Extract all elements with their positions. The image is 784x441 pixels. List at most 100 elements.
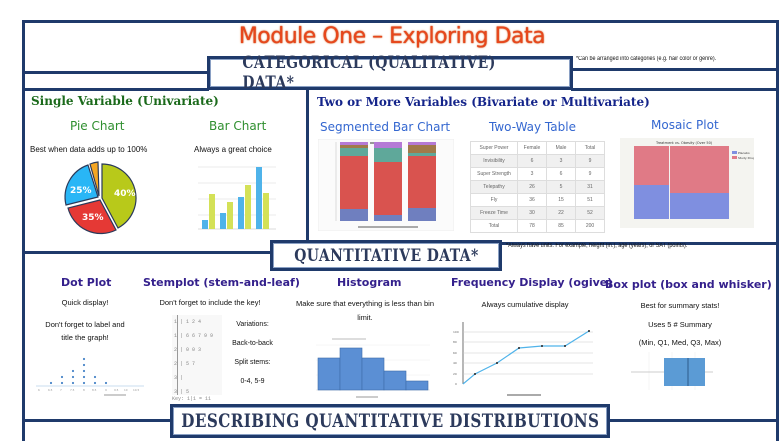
frame-top (22, 20, 779, 23)
table-cell: Freeze Time (470, 206, 518, 220)
stemplot-key: Key: 1|1 = 11 (172, 396, 212, 402)
stemplot-title: Stemplot (stem-and-leaf) (143, 276, 300, 289)
divider (498, 242, 778, 245)
table-header-cell: Male (546, 141, 576, 155)
stemplot-caption: Don't forget to include the key! (159, 298, 261, 307)
boxplot-caption: Best for summary stats! (640, 301, 720, 310)
svg-text:40%: 40% (114, 189, 136, 199)
quantitative-banner-text: QUANTITATIVE DATA* (293, 245, 479, 266)
table-cell: 9 (575, 154, 605, 168)
stemplot-variations: Split stems: (234, 359, 271, 366)
svg-text:9: 9 (105, 388, 107, 392)
table-header-cell: Super Power (470, 141, 518, 155)
table-cell: 78 (517, 219, 547, 233)
table-cell: 3 (546, 154, 576, 168)
table-cell: 22 (546, 206, 576, 220)
svg-text:40: 40 (453, 361, 457, 365)
svg-text:6.5: 6.5 (48, 388, 53, 392)
dot-plot: 6 6.5 7 7.5 8 8.5 9 9.5 10 10.5 (36, 357, 144, 396)
categorical-banner-text: CATEGORICAL (QUALITATIVE) DATA* (242, 53, 496, 93)
table-cell: 200 (575, 219, 605, 233)
segmented-bar-chart-title: Segmented Bar Chart (320, 120, 451, 134)
table-cell: 52 (575, 206, 605, 220)
table-cell: Total (470, 219, 518, 233)
box-plot (631, 352, 713, 390)
describing-banner-text: DESCRIBING QUANTITATIVE DISTRIBUTIONS (180, 410, 600, 432)
table-cell: Telepathy (470, 180, 518, 194)
divider (606, 419, 778, 422)
mosaic-plot-title: Mosaic Plot (651, 118, 719, 132)
table-cell: 31 (575, 180, 605, 194)
table-row: Freeze Time 30 22 52 (470, 206, 605, 220)
stemplot-variations: 0-4, 5-9 (240, 378, 265, 385)
boxplot-caption: (Min, Q1, Med, Q3, Max) (638, 338, 722, 347)
table-row: Super Strength 3 6 9 (470, 167, 605, 181)
svg-text:60: 60 (453, 351, 457, 355)
bar-chart-caption: Always a great choice (194, 145, 272, 154)
table-cell: 9 (575, 167, 605, 181)
describing-banner: DESCRIBING QUANTITATIVE DISTRIBUTIONS (170, 404, 610, 438)
table-header-cell: Total (575, 141, 605, 155)
svg-text:100: 100 (453, 330, 459, 334)
table-cell: 3 (517, 167, 547, 181)
table-cell: 5 (546, 180, 576, 194)
two-way-table: Super Power Female Male Total Invisibili… (470, 141, 605, 233)
dot-plot-caption: Don't forget to label and (45, 320, 125, 329)
bar-chart (198, 166, 276, 230)
svg-text:Placebo: Placebo (738, 151, 750, 155)
svg-text:0: 0 (455, 382, 457, 386)
table-cell: Super Strength (470, 167, 518, 181)
divider (22, 88, 209, 91)
two-way-table-title: Two-Way Table (489, 120, 576, 134)
histogram-title: Histogram (337, 276, 402, 289)
frame-left (22, 20, 25, 441)
section-divider-vertical (306, 88, 309, 242)
categorical-note: *Can be arranged into categories (e.g. h… (576, 56, 717, 62)
stemplot: 1 | 1 2 4 1 | 6 6 7 9 9 2 | 0 0 3 2 | 5 … (172, 315, 222, 395)
table-header-cell: Female (517, 141, 547, 155)
boxplot-caption: Uses 5 # Summary (648, 320, 712, 329)
stem-row: 1 | 6 6 7 9 9 (174, 333, 214, 339)
svg-text:35%: 35% (82, 213, 104, 223)
ogive-title: Frequency Display (ogive) (451, 276, 613, 289)
table-cell: 15 (546, 193, 576, 207)
table-row: Telepathy 26 5 31 (470, 180, 605, 194)
svg-text:Study Drug: Study Drug (738, 156, 754, 160)
stemplot-variations: Variations: (236, 321, 269, 328)
categorical-banner: CATEGORICAL (QUALITATIVE) DATA* (207, 53, 573, 93)
pie-chart: 40% 35% 25% (64, 161, 137, 235)
histogram (316, 338, 430, 398)
quantitative-note: *Always have units. For example, height … (506, 243, 688, 249)
divider (571, 88, 778, 91)
svg-text:6: 6 (38, 388, 40, 392)
histogram-caption: Make sure that everything is less than b… (296, 299, 434, 322)
svg-text:9.5: 9.5 (114, 388, 119, 392)
table-row: Total 78 85 200 (470, 219, 605, 233)
stem-row: 3 | (174, 375, 184, 381)
svg-text:10.5: 10.5 (133, 388, 139, 392)
table-cell: 30 (517, 206, 547, 220)
svg-text:25%: 25% (70, 186, 92, 196)
svg-text:7.5: 7.5 (70, 388, 75, 392)
pie-chart-title: Pie Chart (70, 119, 125, 133)
divider (22, 71, 212, 74)
table-row: Fly 36 15 51 (470, 193, 605, 207)
stem-row: 1 | 1 2 4 (174, 319, 202, 325)
svg-text:20: 20 (453, 372, 457, 376)
table-cell: Invisibility (470, 154, 518, 168)
table-cell: 6 (517, 154, 547, 168)
stem-row: 3 | 5 (174, 389, 190, 395)
divider (570, 68, 778, 71)
page-title: Module One – Exploring Data (238, 24, 546, 49)
stem-row: 2 | 5 7 (174, 361, 196, 367)
univariate-heading: Single Variable (Univariate) (31, 94, 219, 108)
divider (22, 251, 274, 254)
pie-chart-caption: Best when data adds up to 100% (30, 145, 148, 154)
svg-text:7: 7 (60, 388, 62, 392)
svg-text:8: 8 (83, 388, 85, 392)
svg-text:10: 10 (124, 388, 128, 392)
bar-chart-title: Bar Chart (209, 119, 267, 133)
stemplot-variations: Back-to-back (232, 340, 273, 347)
table-row: Invisibility 6 3 9 (470, 154, 605, 168)
table-header-row: Super Power Female Male Total (470, 141, 605, 155)
